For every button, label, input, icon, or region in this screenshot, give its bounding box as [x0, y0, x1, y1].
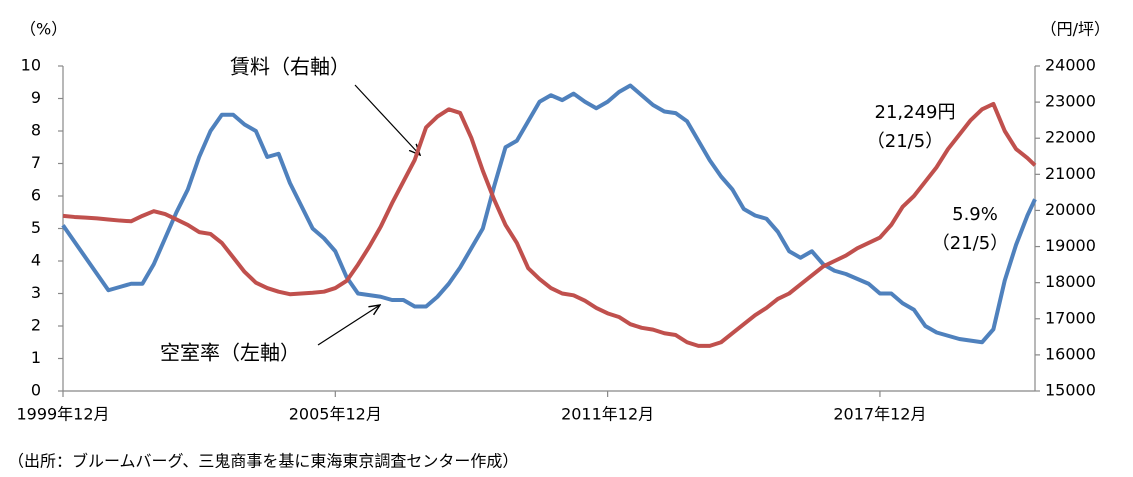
y-tick-label: 8	[31, 121, 41, 140]
y2-tick-label: 20000	[1045, 200, 1096, 219]
annotation: 5.9%	[952, 204, 998, 225]
annotation: 21,249円	[875, 102, 956, 123]
y2-tick-label: 15000	[1045, 381, 1096, 400]
y2-tick-label: 23000	[1045, 92, 1096, 111]
y-tick-label: 4	[31, 251, 41, 270]
y-tick-label: 5	[31, 218, 41, 237]
y-tick-label: 2	[31, 316, 41, 335]
y-tick-label: 10	[21, 56, 41, 75]
series-line	[62, 101, 1037, 348]
series-label: 賃料（右軸）	[230, 55, 350, 79]
x-tick-label: 1999年12月	[16, 405, 109, 424]
arrow	[317, 305, 380, 346]
series-line	[61, 83, 1037, 345]
y2-tick-label: 16000	[1045, 344, 1096, 363]
y-tick-label: 1	[31, 348, 41, 367]
y-tick-label: 9	[31, 88, 41, 107]
annotation: （21/5）	[932, 233, 1008, 254]
source-note: （出所：ブルームバーグ、三鬼商事を基に東海東京調査センター作成）	[8, 452, 518, 471]
y-tick-label: 7	[31, 153, 41, 172]
y2-tick-label: 17000	[1045, 308, 1096, 327]
y-axis-unit: （%）	[20, 20, 67, 39]
x-tick-label: 2011年12月	[561, 405, 654, 424]
y2-axis-unit: （円/坪）	[1041, 20, 1110, 39]
y-tick-label: 0	[31, 381, 41, 400]
y-tick-label: 6	[31, 186, 41, 205]
plot-area: 0 1 2 3 4 5 6 7 8 9 10 15000 16000 17000 18000 19000 200…	[16, 56, 1095, 424]
series-label: 空室率（左軸）	[160, 341, 300, 365]
y-tick-label: 3	[31, 283, 41, 302]
y2-tick-label: 21000	[1045, 164, 1096, 183]
y2-tick-label: 22000	[1045, 128, 1096, 147]
y2-tick-label: 24000	[1045, 56, 1096, 75]
x-tick-label: 2017年12月	[833, 405, 926, 424]
x-tick-label: 2005年12月	[289, 405, 382, 424]
annotation: （21/5）	[867, 131, 943, 152]
y2-tick-label: 19000	[1045, 236, 1096, 255]
y2-tick-label: 18000	[1045, 272, 1096, 291]
arrow	[354, 84, 420, 155]
